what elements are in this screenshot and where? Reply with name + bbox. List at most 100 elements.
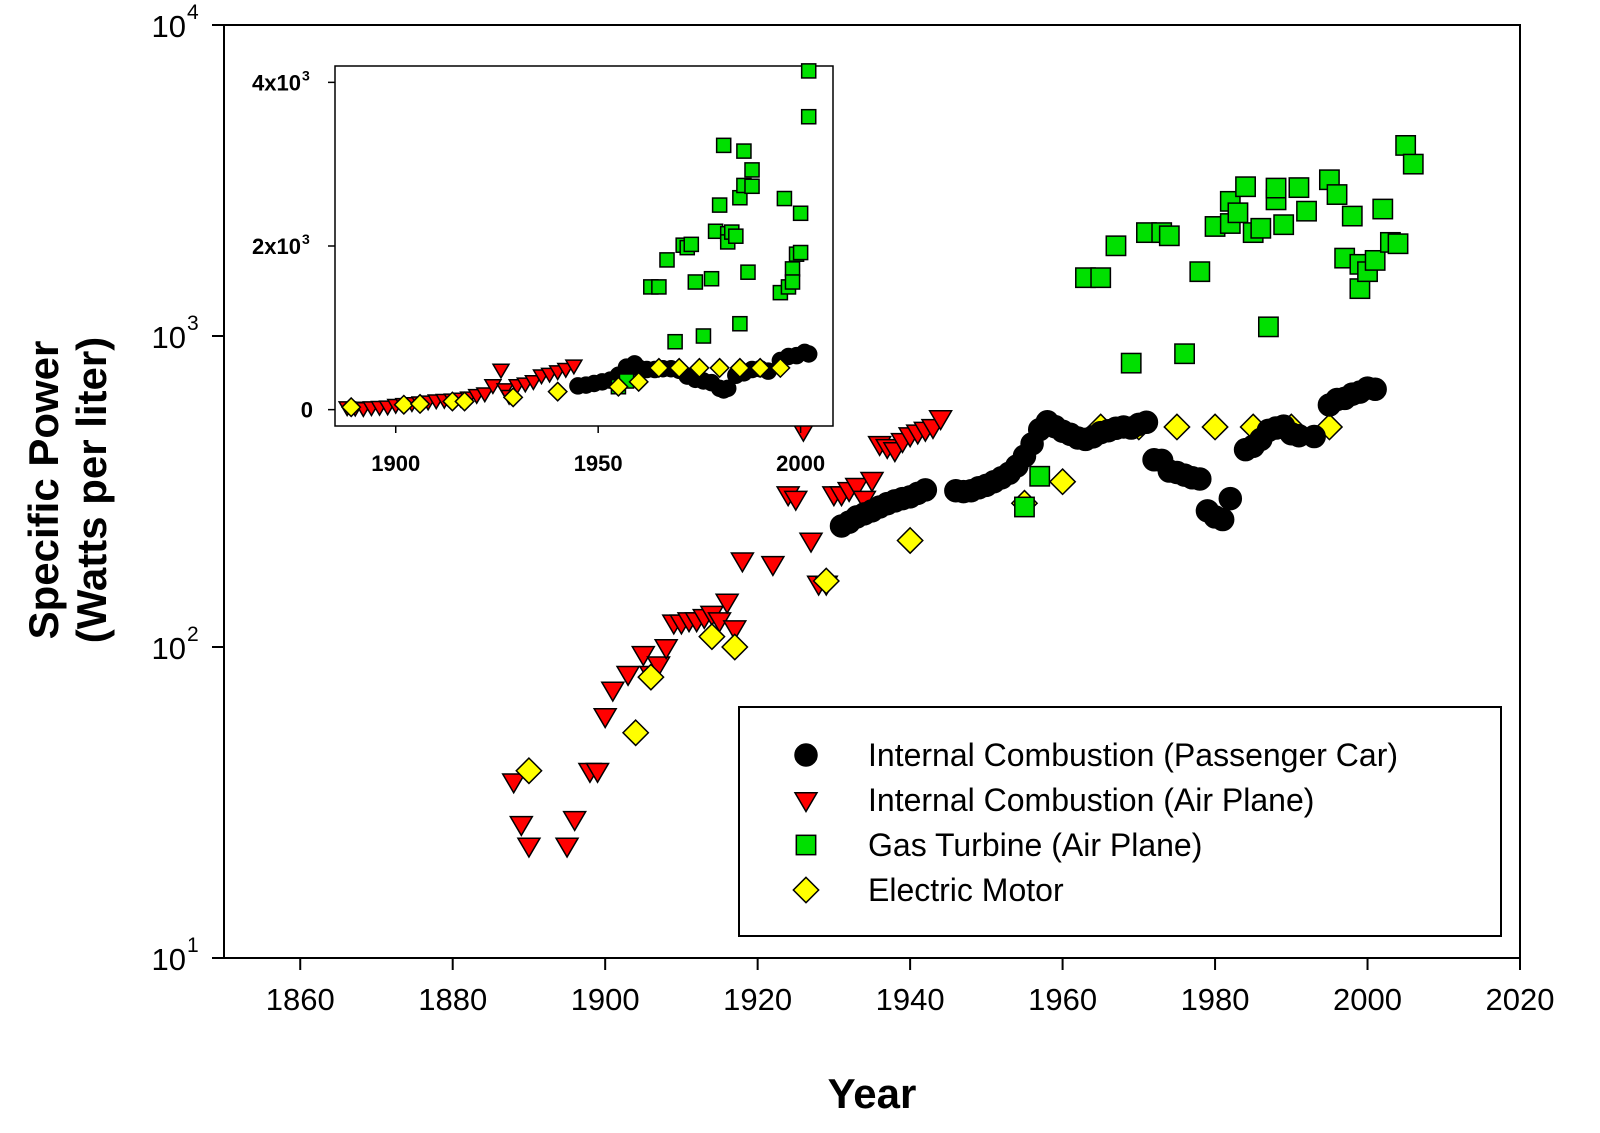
- data-point: [859, 471, 885, 493]
- inset-data-point: [728, 228, 744, 244]
- data-point: [1250, 217, 1272, 239]
- legend-label: Internal Combustion (Air Plane): [868, 782, 1314, 818]
- inset-data-point: [736, 143, 752, 159]
- data-point: [1158, 225, 1180, 247]
- inset-data-point: [770, 357, 791, 379]
- data-point: [896, 526, 924, 555]
- x-tick-label: 1900: [571, 982, 640, 1017]
- y-axis-title-line1: Specific Power: [20, 341, 67, 640]
- inset-y-tick-label: 0: [301, 398, 313, 423]
- data-point: [600, 681, 626, 703]
- inset-data-point: [800, 108, 817, 125]
- inset-x-tick-label: 1950: [574, 451, 623, 476]
- inset-data-point: [409, 393, 431, 415]
- data-point: [1189, 261, 1211, 283]
- inset-data-point: [749, 357, 771, 379]
- data-point: [515, 757, 543, 785]
- data-point: [730, 552, 755, 574]
- y-axis-title-line2: (Watts per liter): [68, 337, 115, 643]
- x-tick-label: 2000: [1333, 982, 1402, 1017]
- legend-label: Internal Combustion (Passenger Car): [868, 737, 1398, 773]
- data-point: [1235, 176, 1256, 198]
- data-point: [1218, 486, 1243, 511]
- inset-data-point: [475, 387, 495, 404]
- data-point: [1257, 316, 1279, 338]
- x-tick-label: 1920: [723, 982, 792, 1017]
- inset-y-tick-label: 4x10: [252, 70, 301, 95]
- legend-marker-circle: [794, 743, 818, 767]
- data-point: [1395, 134, 1417, 156]
- data-point: [1048, 467, 1077, 496]
- y-tick-label: 10: [152, 9, 186, 44]
- y-tick-exponent: 4: [187, 1, 199, 24]
- x-tick-label: 1940: [876, 982, 945, 1017]
- data-point: [1134, 410, 1159, 435]
- legend-marker-diamond: [792, 876, 820, 904]
- inset-data-point: [740, 264, 756, 280]
- data-point: [637, 663, 665, 691]
- inset-data-point: [792, 205, 809, 222]
- y-tick-exponent: 1: [187, 934, 199, 957]
- data-point: [1364, 249, 1386, 271]
- x-tick-label: 2020: [1486, 982, 1555, 1017]
- data-point: [1302, 424, 1326, 449]
- data-point: [760, 555, 786, 577]
- data-point: [562, 810, 587, 832]
- data-point: [1105, 235, 1127, 257]
- inset-data-point: [776, 190, 793, 207]
- data-point: [1188, 467, 1212, 491]
- data-point: [1265, 177, 1287, 199]
- data-point: [1014, 496, 1035, 518]
- inset-data-point: [454, 391, 475, 412]
- y-tick-exponent: 2: [187, 623, 199, 646]
- series-square: [1014, 134, 1424, 518]
- data-point: [844, 477, 870, 499]
- series-circle: [829, 376, 1387, 538]
- data-point: [721, 633, 749, 661]
- inset-y-tick-exponent: 3: [302, 67, 310, 83]
- inset-x-tick-label: 2000: [776, 451, 825, 476]
- data-point: [585, 762, 610, 784]
- inset-data-point: [668, 357, 690, 379]
- data-point: [630, 645, 656, 667]
- inset-data-point: [715, 137, 732, 154]
- data-point: [1210, 507, 1235, 532]
- inset-data-point: [608, 376, 629, 397]
- inset-data-point: [524, 374, 543, 391]
- inset-data-point: [491, 363, 511, 380]
- inset-data-point: [648, 357, 670, 379]
- legend-marker-square: [795, 834, 817, 856]
- inset-x-tick-label: 1900: [371, 451, 420, 476]
- x-axis-title: Year: [828, 1070, 917, 1117]
- data-point: [554, 837, 580, 859]
- inset-data-point: [732, 315, 748, 332]
- x-tick-label: 1860: [266, 982, 335, 1017]
- inset-data-point: [667, 333, 683, 350]
- data-point: [1120, 352, 1142, 374]
- inset-data-point: [547, 381, 568, 402]
- legend-label: Gas Turbine (Air Plane): [868, 827, 1202, 863]
- legend-label: Electric Motor: [868, 872, 1064, 908]
- inset-data-point: [709, 357, 730, 379]
- y-tick-label: 10: [152, 631, 186, 666]
- data-point: [698, 622, 726, 651]
- inset-data-point: [718, 379, 737, 398]
- inset-y-tick-exponent: 3: [302, 231, 310, 247]
- inset-data-point: [711, 197, 728, 213]
- data-point: [501, 773, 527, 795]
- data-point: [1201, 413, 1229, 441]
- data-point: [812, 567, 840, 595]
- inset-y-tick-label: 2x10: [252, 234, 301, 259]
- inset-data-point: [800, 63, 817, 79]
- data-point: [1029, 465, 1051, 487]
- inset-data-point: [393, 394, 415, 415]
- inset-data-point: [687, 274, 704, 290]
- x-tick-label: 1980: [1181, 982, 1250, 1017]
- inset-series-diamond: [340, 357, 791, 418]
- data-point: [1326, 184, 1348, 205]
- y-tick-label: 10: [152, 942, 186, 977]
- data-point: [1372, 198, 1394, 220]
- inset-data-point: [340, 396, 362, 418]
- data-point: [1273, 214, 1295, 236]
